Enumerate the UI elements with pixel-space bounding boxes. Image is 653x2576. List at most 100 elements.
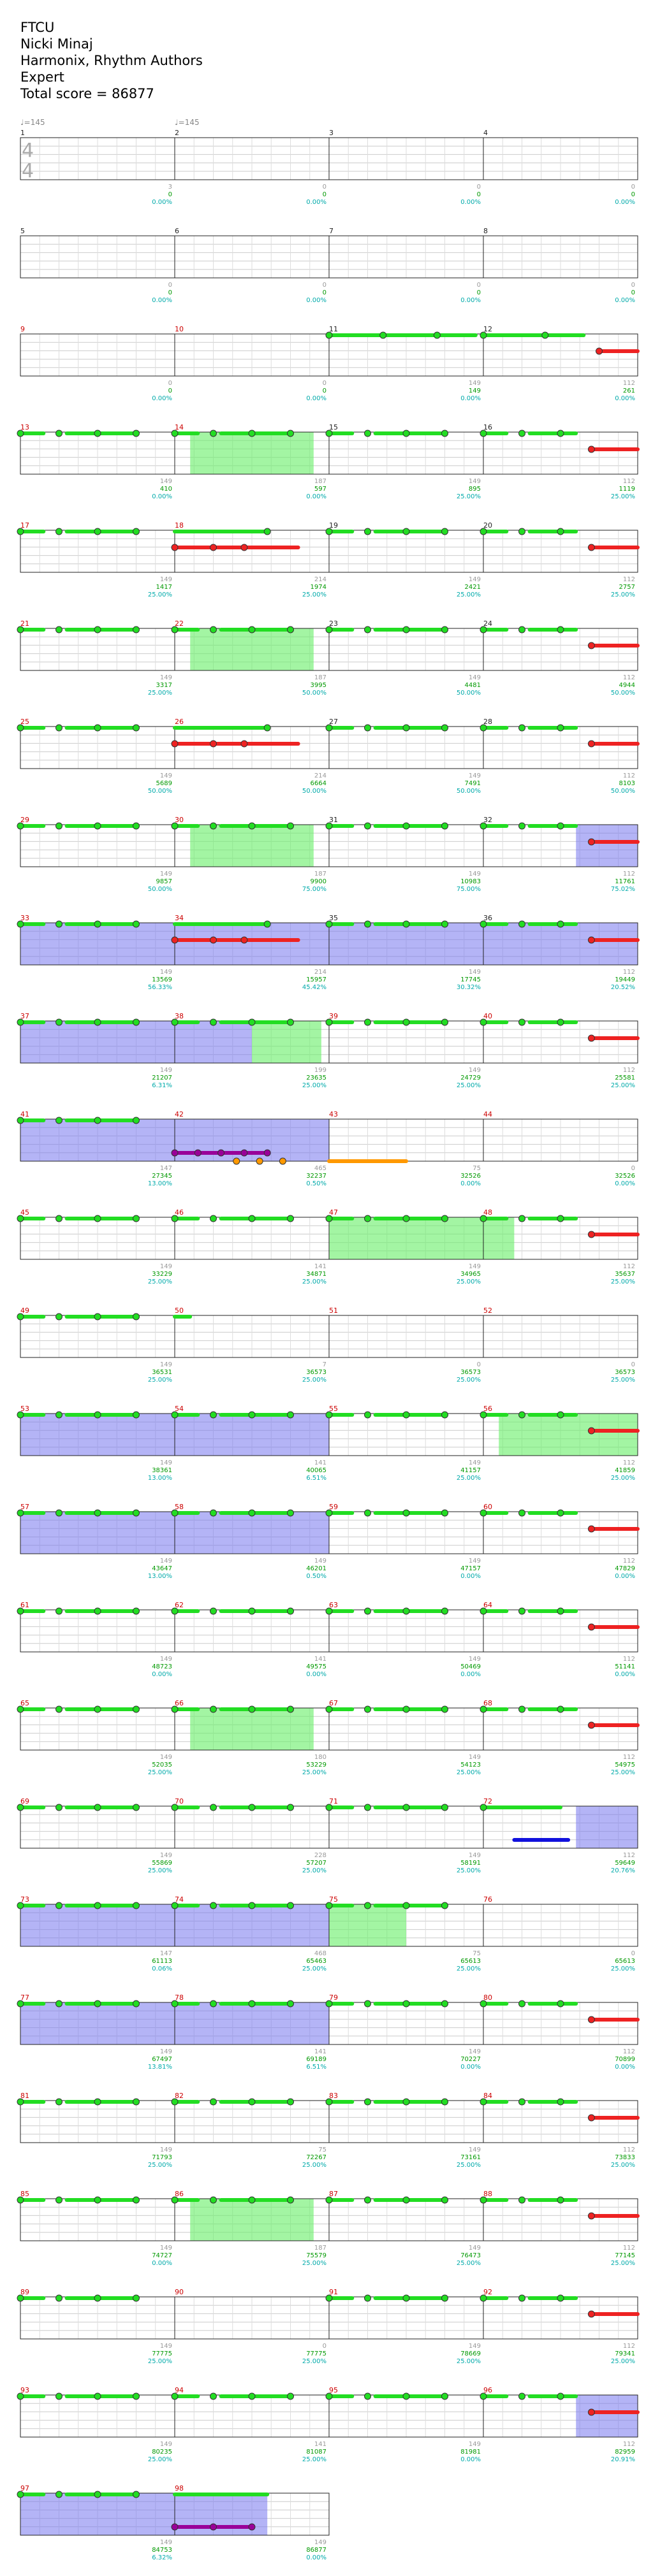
measure-number: 53 [20, 1405, 29, 1413]
measure-number: 66 [175, 1699, 184, 1707]
solo-region [175, 2002, 329, 2044]
green-note [402, 2000, 410, 2008]
measure-percent: 0.00% [460, 395, 481, 402]
measure-beat-count: 149 [160, 1361, 172, 1368]
measure-number: 25 [20, 718, 29, 726]
measure-number: 9 [20, 325, 25, 333]
measure-number: 27 [329, 718, 338, 726]
green-note [402, 626, 410, 633]
green-note [133, 1411, 140, 1419]
green-note [171, 430, 179, 437]
measure-score: 34965 [460, 1271, 481, 1278]
measure-percent: 25.00% [457, 1769, 481, 1776]
measure-score: 33229 [152, 1271, 172, 1278]
green-note [441, 528, 448, 535]
measure-beat-count: 0 [631, 282, 635, 289]
measure-number: 59 [329, 1503, 338, 1511]
measure-number: 14 [175, 423, 184, 431]
green-note [210, 1804, 217, 1811]
measure-number: 95 [329, 2386, 338, 2394]
measure-score: 3995 [311, 682, 326, 689]
solo-region [175, 923, 329, 965]
measure-beat-count: 0 [477, 184, 481, 191]
measure-score: 57207 [306, 1860, 326, 1867]
overdrive-region [252, 1021, 321, 1063]
measure-score: 50469 [460, 1663, 481, 1670]
measure-score: 38361 [152, 1467, 172, 1474]
measure-beat-count: 149 [160, 2539, 172, 2546]
measure-number: 71 [329, 1797, 338, 1805]
red-note [587, 1231, 595, 1238]
green-note [171, 1018, 179, 1026]
measure-beat-count: 187 [314, 478, 326, 485]
green-note [17, 1313, 24, 1321]
measure-score: 410 [160, 486, 172, 493]
green-note [364, 2098, 371, 2106]
green-note [364, 1607, 371, 1615]
measure-beat-count: 112 [623, 1459, 635, 1466]
measure-score: 3317 [156, 682, 172, 689]
measure-number: 44 [483, 1110, 492, 1118]
measure-score: 36573 [460, 1369, 481, 1376]
green-note [325, 2196, 333, 2204]
green-note [248, 2098, 256, 2106]
green-note [441, 1902, 448, 1909]
measure-score: 0 [477, 191, 481, 198]
green-note [263, 920, 271, 928]
measure-beat-count: 0 [323, 380, 326, 387]
measure-beat-count: 112 [623, 871, 635, 878]
green-note [325, 430, 333, 437]
green-note [210, 1902, 217, 1909]
green-note [287, 1018, 294, 1026]
measure-percent: 6.51% [306, 1475, 326, 1482]
measure-percent: 20.52% [611, 984, 635, 991]
measure-score: 895 [469, 486, 481, 493]
green-note [133, 1117, 140, 1124]
green-note [55, 2491, 62, 2498]
green-note [210, 626, 217, 633]
green-note [518, 1018, 525, 1026]
green-note [94, 1215, 101, 1222]
measure-score: 13569 [152, 976, 172, 983]
total-score: Total score = 86877 [20, 86, 154, 101]
green-note [133, 1902, 140, 1909]
green-note [402, 1902, 410, 1909]
measure-percent: 0.00% [460, 1671, 481, 1678]
measure-score: 25581 [615, 1075, 635, 1082]
green-note [518, 2098, 525, 2106]
green-note [55, 1804, 62, 1811]
measure-percent: 25.00% [148, 2456, 172, 2463]
measure-beat-count: 149 [160, 576, 172, 583]
green-note [480, 626, 487, 633]
green-note [17, 1215, 24, 1222]
green-note [557, 1018, 564, 1026]
green-note [171, 2392, 179, 2400]
measure-score: 71793 [152, 2154, 172, 2161]
green-note [557, 1215, 564, 1222]
measure-score: 10983 [460, 878, 481, 885]
green-note [557, 2294, 564, 2302]
green-note [480, 1607, 487, 1615]
measure-number: 60 [483, 1503, 492, 1511]
measure-score: 86877 [306, 2547, 326, 2554]
green-note [17, 1804, 24, 1811]
red-note [587, 2212, 595, 2220]
measure-beat-count: 75 [473, 1950, 481, 1957]
measure-percent: 25.00% [611, 1769, 635, 1776]
measure-score: 81087 [306, 2449, 326, 2456]
green-note [171, 1705, 179, 1713]
measure-percent: 0.00% [152, 2260, 172, 2267]
green-note [133, 1607, 140, 1615]
measure-percent: 25.00% [457, 2260, 481, 2267]
measure-percent: 0.00% [460, 2456, 481, 2463]
measure-beat-count: 465 [314, 1165, 326, 1172]
tempo-marker: ♩=145 [175, 118, 200, 127]
red-note [587, 838, 595, 846]
green-note [364, 2392, 371, 2400]
measure-number: 18 [175, 521, 184, 530]
green-note [133, 822, 140, 830]
measure-score: 79341 [615, 2350, 635, 2357]
measure-score: 0 [631, 289, 635, 296]
red-note [210, 936, 217, 944]
green-note [364, 2294, 371, 2302]
